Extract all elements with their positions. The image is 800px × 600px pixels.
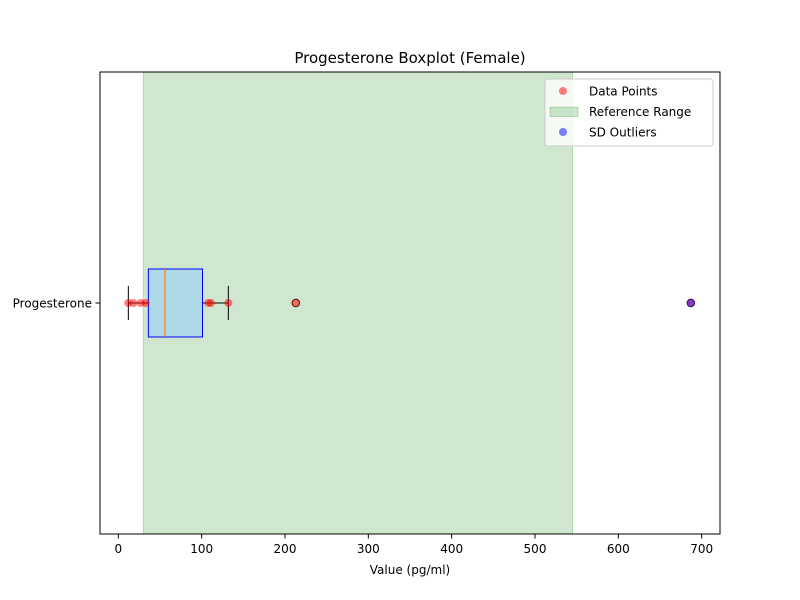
- legend-marker: [559, 128, 567, 136]
- x-tick-label: 200: [274, 542, 297, 556]
- legend-box: [544, 78, 714, 147]
- x-axis: 0 100 200 300 400 500 600 700: [115, 534, 713, 556]
- y-axis: Progesterone: [13, 297, 100, 311]
- legend-label: Data Points: [589, 85, 658, 99]
- x-tick-label: 500: [524, 542, 547, 556]
- plot-area: [124, 71, 696, 535]
- legend-marker: [559, 87, 567, 95]
- legend-label: Reference Range: [589, 105, 691, 119]
- x-tick-label: 400: [440, 542, 463, 556]
- iqr-box: [147, 268, 203, 338]
- y-tick-label: Progesterone: [13, 297, 92, 311]
- x-axis-label: Value (pg/ml): [370, 563, 450, 577]
- x-tick-label: 700: [690, 542, 713, 556]
- legend-swatch-reference-range: [549, 106, 579, 117]
- legend: Data Points Reference Range SD Outliers: [544, 78, 714, 147]
- chart-title: Progesterone Boxplot (Female): [294, 49, 525, 67]
- x-tick-label: 600: [607, 542, 630, 556]
- x-tick-label: 0: [115, 542, 123, 556]
- data-point: [224, 299, 233, 307]
- legend-label: SD Outliers: [589, 126, 657, 140]
- data-point: [129, 299, 138, 307]
- sd-outlier-point: [686, 299, 695, 307]
- data-point: [291, 299, 300, 307]
- data-point: [206, 299, 215, 307]
- x-tick-label: 300: [357, 542, 380, 556]
- data-point: [141, 299, 150, 307]
- x-tick-label: 100: [190, 542, 213, 556]
